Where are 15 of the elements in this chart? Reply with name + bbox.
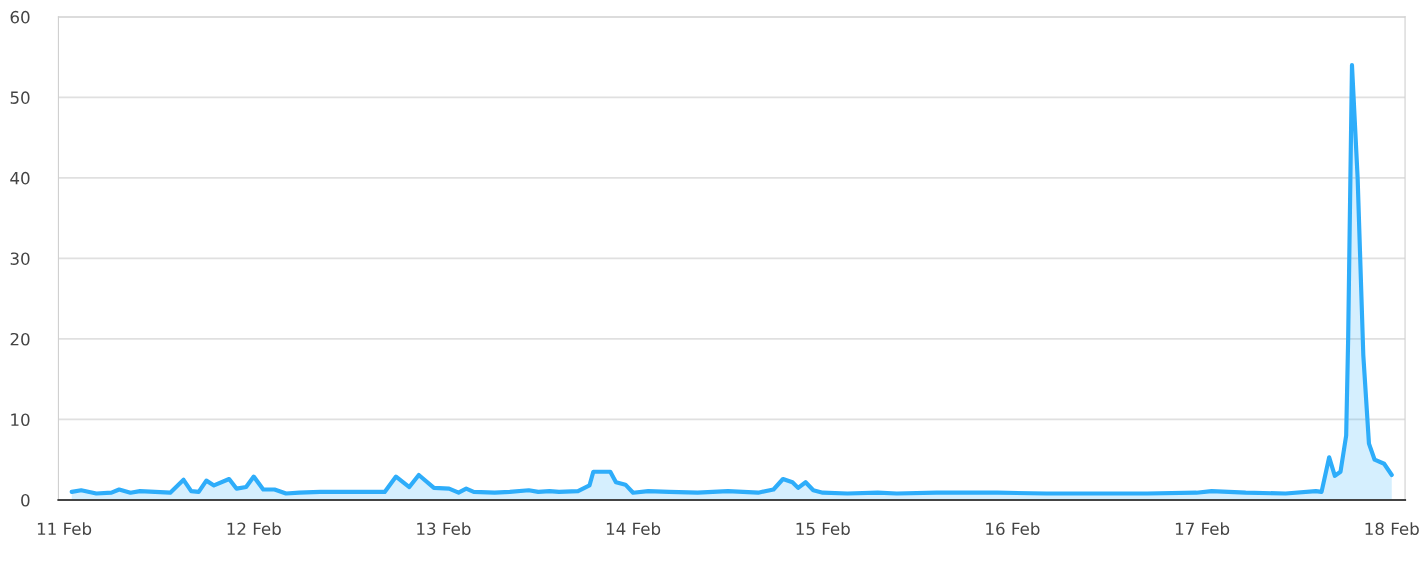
x-tick-label: 17 Feb <box>1175 522 1230 536</box>
x-tick-label: 14 Feb <box>606 522 661 536</box>
x-tick-label: 16 Feb <box>986 522 1040 536</box>
x-tick-label: 11 Feb <box>37 522 92 536</box>
y-tick-label: 30 <box>10 252 30 265</box>
x-tick-label: 15 Feb <box>796 522 850 536</box>
x-tick-label: 12 Feb <box>227 522 281 536</box>
y-tick-label: 10 <box>11 413 30 426</box>
y-tick-label: 0 <box>21 493 30 507</box>
x-tick-label: 18 Feb <box>1365 522 1419 536</box>
y-tick-label: 20 <box>10 332 30 346</box>
y-tick-label: 50 <box>10 91 30 104</box>
y-tick-label: 40 <box>10 171 30 185</box>
x-tick-label: 13 Feb <box>417 522 471 536</box>
y-tick-label: 60 <box>10 10 30 24</box>
